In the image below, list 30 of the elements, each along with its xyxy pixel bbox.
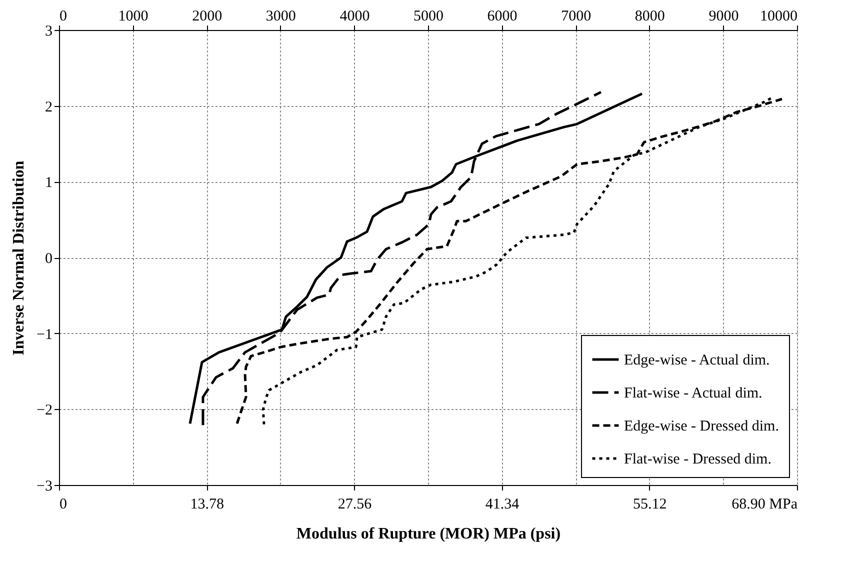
x2-tick-label: 2000 [192,8,222,24]
y-tick-label: 2 [45,99,52,116]
x-axis-title: Modulus of Rupture (MOR) MPa (psi) [296,526,561,542]
x2-tick-label: 4000 [340,8,370,24]
legend-label: Edge-wise - Dressed dim. [624,418,779,434]
x2-tick-label: 1000 [118,8,148,24]
legend-label: Edge-wise - Actual dim. [624,352,770,368]
x2-tick-label: 7000 [561,8,592,24]
legend-label: Flat-wise - Actual dim. [624,386,762,402]
x2-tick-label: 10000 [760,8,798,24]
x-tick-label: 27.56 [338,496,372,512]
x-tick-label: 0 [60,496,67,512]
y-tick-label: −2 [36,402,52,419]
x-tick-label: 55.12 [633,496,667,512]
x-tick-label: 13.78 [190,496,224,512]
y-tick-label: −1 [36,326,52,343]
y-axis-title: Inverse Normal Distribution [10,160,28,356]
x2-tick-label: 8000 [634,8,665,24]
y-tick-label: 1 [45,175,52,192]
x-tick-label: 41.34 [485,496,520,512]
legend-label: Flat-wise - Dressed dim. [624,452,772,468]
x2-tick-label: 6000 [487,8,518,24]
y-tick-label: −3 [36,478,52,494]
y-tick-label: 3 [45,24,52,40]
x2-tick-label: 9000 [708,8,739,24]
x2-tick-label: 0 [60,8,67,24]
x-tick-label: 68.90 MPa [732,496,798,512]
x2-tick-label: 3000 [266,8,296,24]
x2-tick-label: 5000 [414,8,444,24]
y-tick-label: 0 [45,251,52,267]
